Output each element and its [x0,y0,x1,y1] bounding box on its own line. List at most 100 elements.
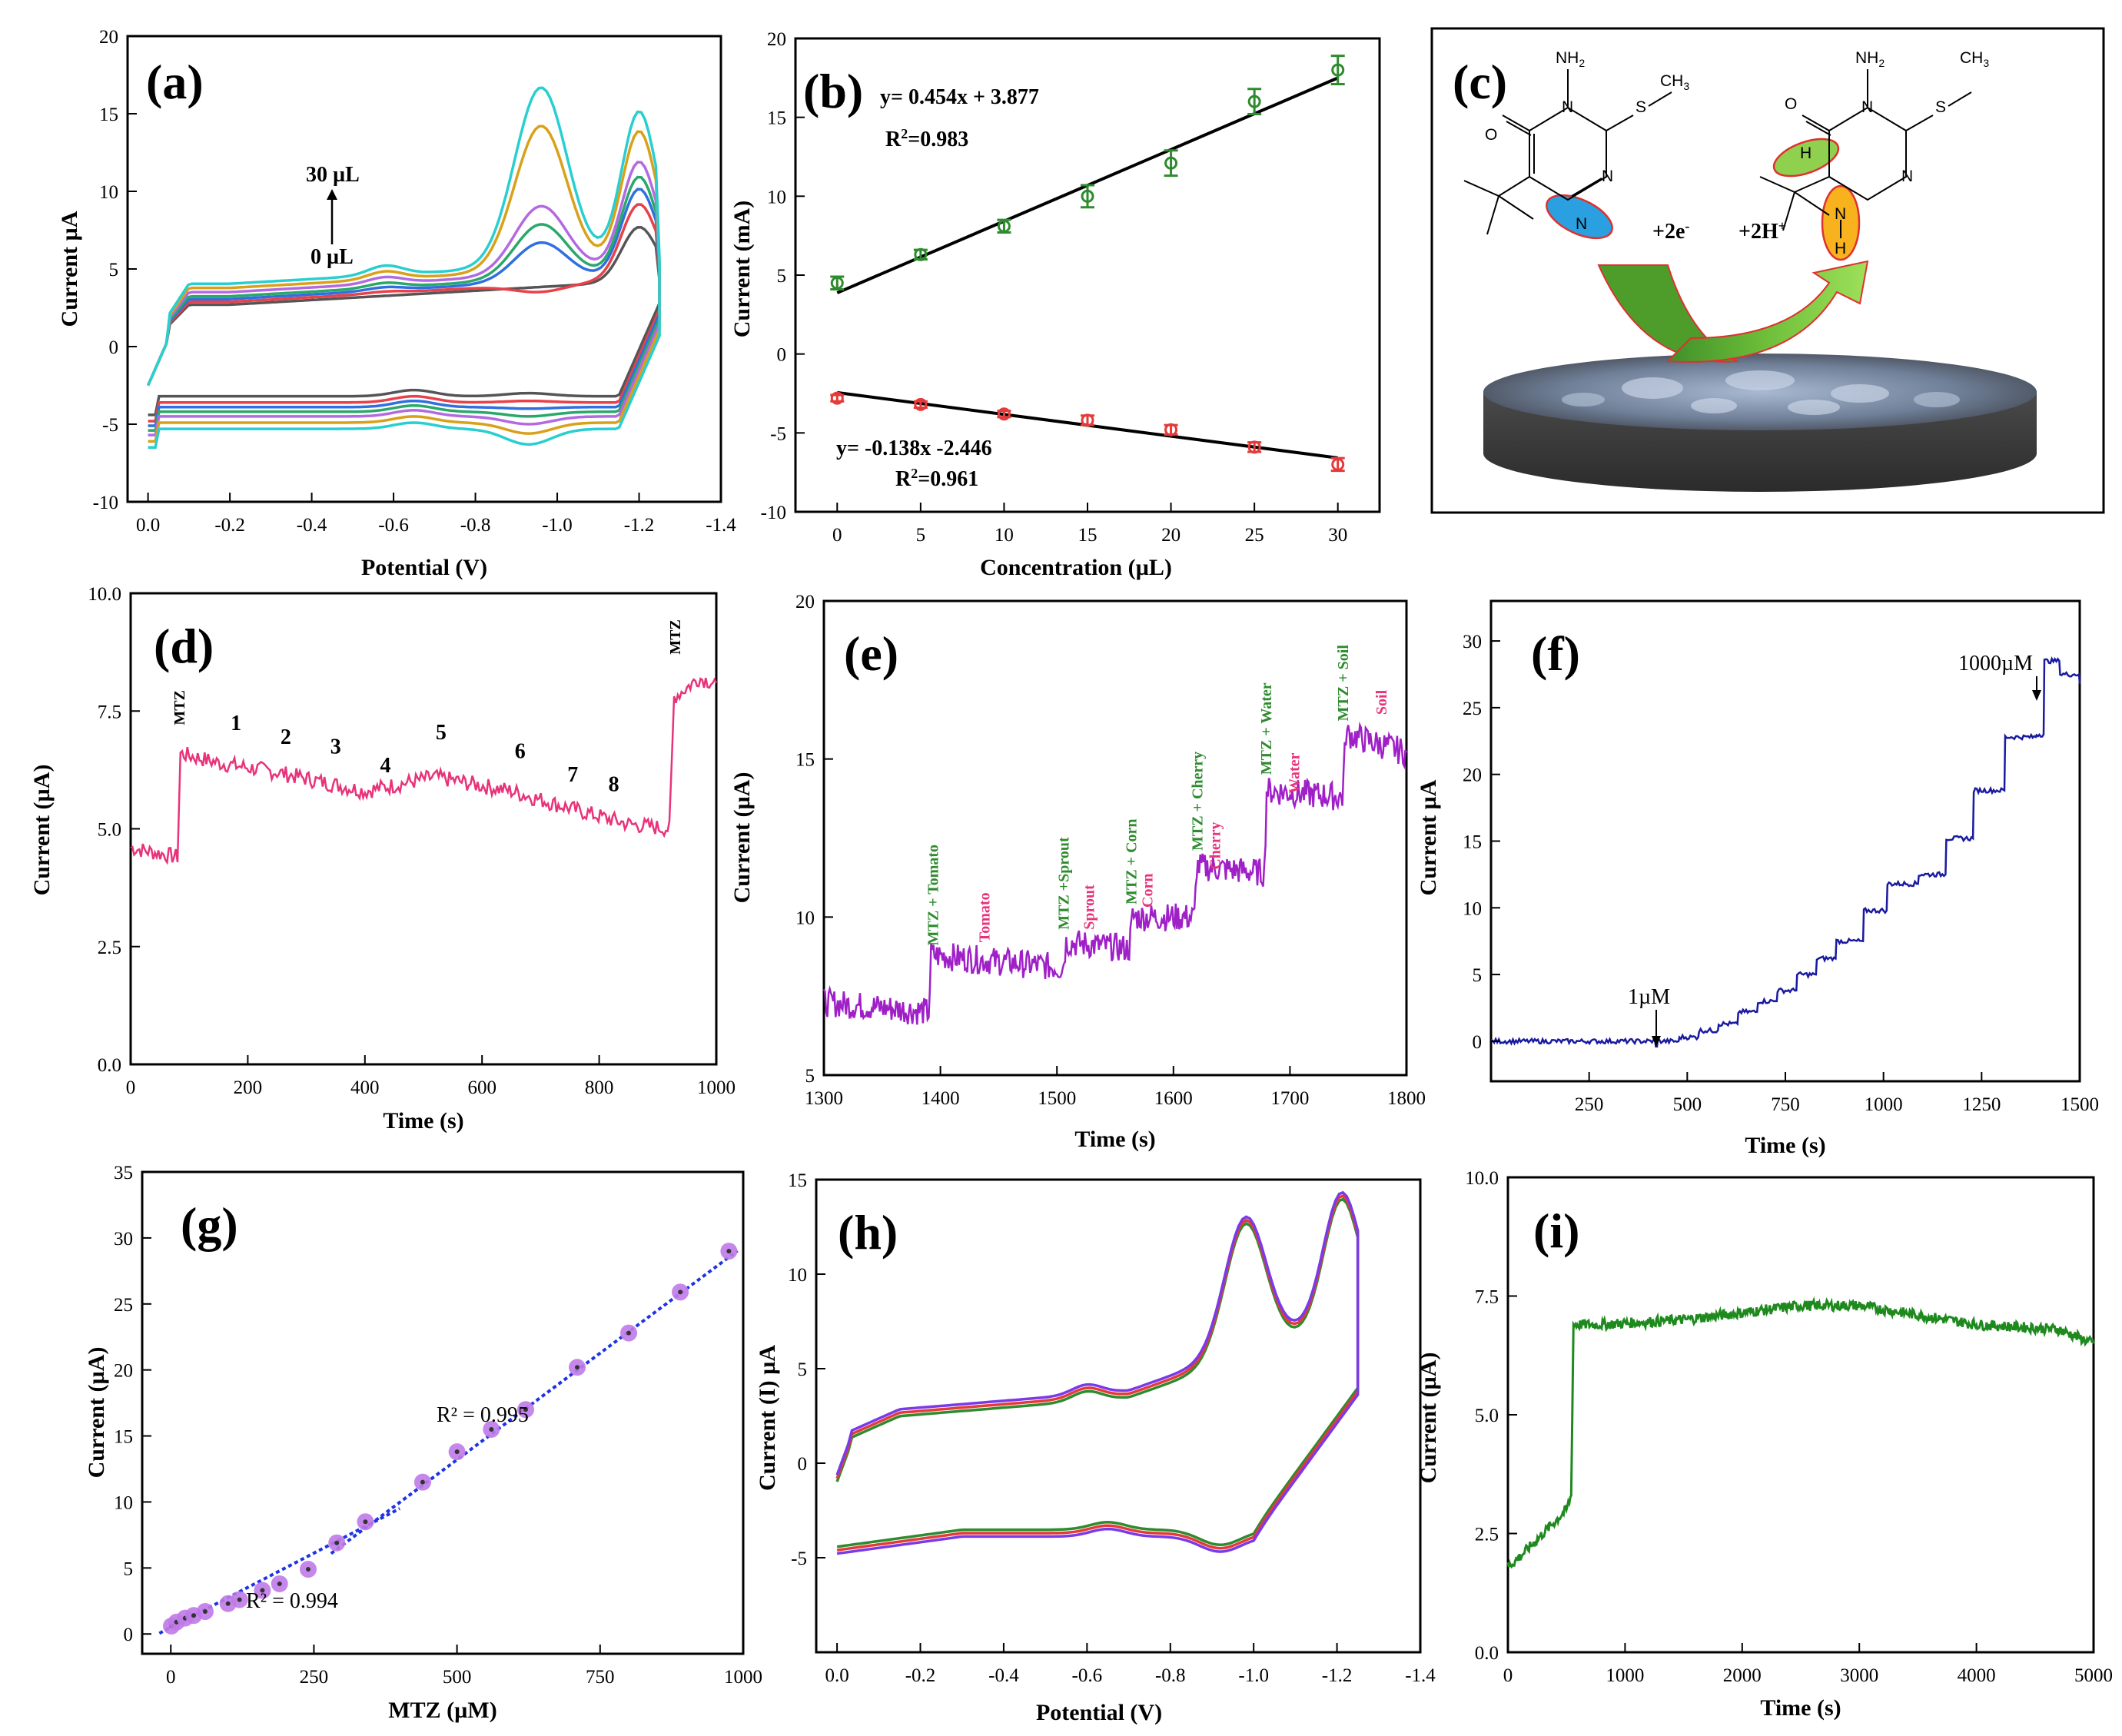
panel-label-c: (c) [1453,55,1507,109]
y-tick-label-i: 5.0 [1475,1406,1499,1426]
y-tick-label-f: 0 [1473,1032,1483,1053]
axes-g: 0 250 500 750 1000 0 5 10 15 20 25 30 35 [114,1163,762,1688]
plot-frame-d [129,592,718,1066]
panel-label-a: (a) [146,55,204,109]
data-point-center-g [225,1601,231,1606]
panel-i: (i) 0 1000 2000 3000 4000 5000 0.0 2.5 5.0 7.5 10.… [1416,1168,2113,1721]
panel-a: (a) 0.0 -0.2 -0.4 -0.6 -0.8 -1.0 -1.2 -1.4 -10 -5… [57,27,736,580]
y-tick-label-b: -5 [770,423,786,444]
x-tick-label-a: -0.2 [214,515,245,536]
interferent-label-green: MTZ + Water [1258,682,1275,775]
ylabel-h: Current (I) µA [755,1345,780,1491]
plot-frame-e [822,599,1408,1077]
ylabel-e: Current (µA) [729,772,755,904]
axes-a: 0.0 -0.2 -0.4 -0.6 -0.8 -1.0 -1.2 -1.4 -10 -5 0 5 10… [93,27,737,536]
plot-frame-i [1506,1176,2095,1654]
y-tick-label-b: 0 [777,345,787,366]
panel-e: (e) 1300 1400 1500 1600 1700 1800 5 10 15 20 MTZ … [729,592,1426,1152]
y-tick-label-a: 10 [99,182,118,203]
y-tick-label-a: 15 [99,105,118,125]
x-tick-label-a: -0.6 [378,515,409,536]
y-tick-label-e: 15 [795,750,815,771]
x-tick-label-b: 10 [995,525,1014,546]
atom-n3-p: N [1835,205,1846,223]
interferent-label-pink: Water [1287,752,1303,793]
staircase-f [1490,656,2081,1048]
addition-number: 5 [436,721,447,745]
y-tick-label-f: 15 [1463,832,1482,853]
data-point-cathodic [830,391,844,405]
xlabel-h: Potential (V) [1036,1700,1162,1725]
x-tick-label-d: 800 [585,1077,614,1098]
ylabel-i: Current (µA) [1416,1353,1441,1484]
y-tick-label-h: 0 [798,1454,808,1475]
atom-ch3-p: CH3 [1960,49,1989,69]
data-point-center-g [575,1365,580,1370]
addition-number: 1 [231,712,241,735]
y-tick-label-i: 0.0 [1475,1643,1499,1664]
x-tick-label-a: -1.0 [542,515,573,536]
fit-line-high [330,1250,739,1555]
y-tick-label-g: 5 [124,1558,134,1579]
atom-o-r: O [1485,126,1497,144]
data-point-anodic [1081,189,1094,203]
ylabel-d: Current (µA) [29,765,55,896]
equation-cathodic: y= -0.138x -2.446 [836,436,992,460]
reduction-arrow-right-icon [1665,260,1869,363]
cv-stability-h [835,1190,1360,1555]
current-trace-f [1490,656,2081,1048]
data-point-anodic [830,276,844,290]
addition-number: 8 [609,772,619,796]
cv-cycle-1 [835,1194,1360,1552]
addition-number: 4 [380,754,390,778]
atom-n3-r: N [1576,215,1587,233]
y-tick-label-a: 5 [109,260,119,280]
x-tick-label-e: 1700 [1270,1088,1309,1109]
x-tick-label-d: 1000 [697,1077,736,1098]
atom-n1-r: N [1562,98,1573,116]
x-tick-label-b: 25 [1245,525,1264,546]
atom-n1-p: N [1861,98,1873,116]
data-point-cathodic [1247,440,1261,454]
panel-c-scheme: (c) +2e- +2H+ [1430,27,2105,514]
reactant-molecule-icon [1463,69,1672,240]
xlabel-i: Time (s) [1760,1695,1841,1721]
axes-b: 0 5 10 15 20 25 30 -10 -5 0 5 10 15 20 [761,29,1348,546]
x-tick-label-b: 0 [832,525,842,546]
x-tick-label-f: 500 [1673,1094,1702,1115]
x-tick-label-d: 400 [350,1077,380,1098]
y-tick-label-g: 15 [114,1427,133,1448]
plot-frame-g [141,1170,745,1655]
panel-label-d: (d) [154,619,214,673]
axes-d: 0 200 400 600 800 1000 0.0 2.5 5.0 7.5 10.0 [88,584,736,1098]
annotation-1um: 1µM [1628,985,1670,1009]
panel-label-h: (h) [838,1205,898,1260]
xlabel-e: Time (s) [1074,1127,1155,1152]
addition-number: 6 [515,740,526,764]
data-point-cathodic [1164,423,1178,436]
panel-h: (h) 0.0 -0.2 -0.4 -0.6 -0.8 -1.0 -1.2 -1.4 -5 0 5 1… [755,1170,1436,1725]
y-tick-label-f: 25 [1463,699,1482,719]
scheme-frame [1430,27,2105,514]
cv-curve-30ul [147,86,661,450]
x-tick-label-e: 1500 [1038,1088,1076,1109]
y-tick-label-g: 20 [114,1361,133,1382]
amperometry-d [130,677,718,865]
annotation-30ul: 30 µL [306,163,360,187]
calibration-g [158,1243,739,1635]
xlabel-f: Time (s) [1745,1133,1825,1158]
arrow-down-head-icon [1652,1036,1661,1047]
axes-f: 250 500 750 1000 1250 1500 0 5 10 15 20 25 30 [1463,632,2099,1115]
ylabel-a: Current µA [57,211,82,327]
data-point-center-g [726,1249,732,1254]
plot-frame-h [815,1178,1422,1654]
atom-s-r: S [1636,98,1646,116]
annotation-1000um: 1000µM [1958,652,2033,675]
y-tick-label-e: 5 [805,1066,815,1087]
addition-number: 2 [281,725,291,749]
x-tick-label-h: 0.0 [825,1665,848,1686]
y-tick-label-a: 20 [99,27,118,48]
x-tick-label-i: 2000 [1723,1665,1762,1686]
panel-label-f: (f) [1531,626,1580,681]
atom-n2-r: N [1602,168,1613,185]
